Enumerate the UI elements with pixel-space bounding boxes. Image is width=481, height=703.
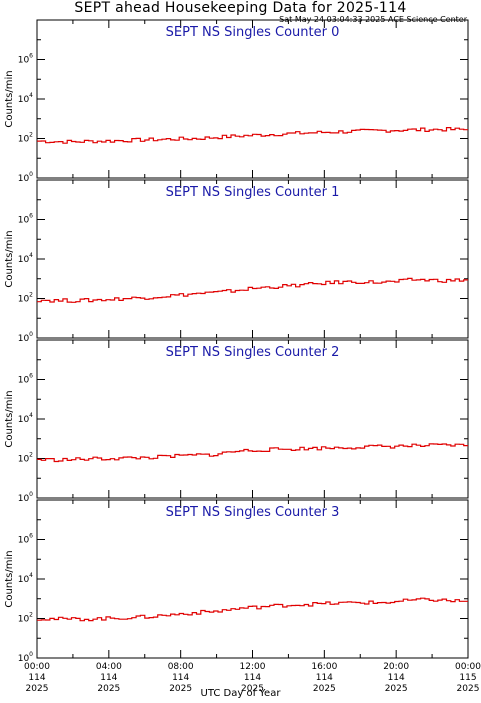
x-tick-label-year: 2025	[169, 684, 192, 694]
panel-title: SEPT NS Singles Counter 0	[166, 25, 340, 40]
y-tick-base: 10	[18, 295, 30, 305]
y-tick-base: 10	[18, 174, 30, 184]
x-tick-label-year: 2025	[241, 684, 264, 694]
y-tick-label: 102	[18, 132, 33, 145]
y-tick-base: 10	[18, 654, 30, 664]
x-tick-label-doy: 114	[316, 673, 333, 683]
y-tick-base: 10	[18, 575, 30, 585]
y-tick-label: 106	[18, 373, 33, 386]
panel-frame	[36, 499, 469, 659]
panel-title: SEPT NS Singles Counter 1	[166, 185, 340, 200]
y-tick-base: 10	[18, 376, 30, 386]
x-tick-label-year: 2025	[26, 684, 49, 694]
y-axis-title: Counts/min	[4, 390, 15, 447]
y-tick-exponent: 2	[29, 452, 33, 459]
y-tick-label: 100	[18, 491, 33, 504]
x-tick-label-time: 00:00	[24, 662, 50, 672]
x-tick-label-year: 2025	[313, 684, 336, 694]
y-axis-title: Counts/min	[4, 70, 15, 127]
y-tick-base: 10	[18, 615, 30, 625]
y-tick-base: 10	[18, 135, 30, 145]
panel-title: SEPT NS Singles Counter 3	[166, 505, 340, 520]
x-tick-label-doy: 114	[28, 673, 45, 683]
y-tick-label: 104	[18, 92, 33, 105]
x-tick-label-doy: 114	[172, 673, 189, 683]
y-tick-exponent: 6	[29, 213, 33, 220]
y-tick-label: 102	[18, 452, 33, 465]
y-axis-title: Counts/min	[4, 230, 15, 287]
chart-main-title: SEPT ahead Housekeeping Data for 2025-11…	[74, 0, 407, 16]
y-tick-base: 10	[18, 415, 30, 425]
x-tick-label-year: 2025	[457, 684, 480, 694]
x-tick-label-time: 04:00	[96, 662, 122, 672]
y-tick-exponent: 0	[29, 491, 33, 498]
y-tick-exponent: 0	[29, 651, 33, 658]
y-tick-exponent: 0	[29, 171, 33, 178]
x-axis-title: UTC Day of Year	[200, 688, 281, 699]
x-tick-label-year: 2025	[97, 684, 120, 694]
y-tick-base: 10	[18, 536, 30, 546]
y-tick-base: 10	[18, 455, 30, 465]
x-tick-label-doy: 114	[388, 673, 405, 683]
y-tick-label: 100	[18, 651, 33, 664]
y-axis-title: Counts/min	[4, 550, 15, 607]
y-tick-exponent: 6	[29, 53, 33, 60]
y-tick-exponent: 0	[29, 331, 33, 338]
y-tick-base: 10	[18, 95, 30, 105]
panel-frame	[36, 19, 469, 179]
y-tick-exponent: 6	[29, 373, 33, 380]
x-tick-label-time: 20:00	[383, 662, 409, 672]
y-tick-label: 104	[18, 252, 33, 265]
y-tick-label: 104	[18, 412, 33, 425]
x-tick-label-doy: 115	[459, 673, 476, 683]
counter-series-line	[37, 597, 468, 622]
y-tick-exponent: 4	[29, 412, 33, 419]
y-tick-exponent: 2	[29, 292, 33, 299]
y-tick-exponent: 2	[29, 612, 33, 619]
y-tick-exponent: 4	[29, 252, 33, 259]
x-tick-label-time: 00:00	[455, 662, 481, 672]
counter-series-line	[37, 277, 468, 303]
panel-title: SEPT NS Singles Counter 2	[166, 345, 340, 360]
y-tick-base: 10	[18, 494, 30, 504]
x-tick-label-doy: 114	[100, 673, 117, 683]
x-tick-label-year: 2025	[385, 684, 408, 694]
x-tick-label-time: 08:00	[168, 662, 194, 672]
y-tick-label: 100	[18, 171, 33, 184]
x-tick-label-time: 16:00	[311, 662, 337, 672]
counter-series-line	[37, 443, 468, 463]
counter-series-line	[37, 127, 468, 144]
x-tick-label-doy: 114	[244, 673, 261, 683]
x-tick-label-time: 12:00	[240, 662, 266, 672]
y-tick-base: 10	[18, 334, 30, 344]
y-tick-label: 106	[18, 53, 33, 66]
y-tick-exponent: 6	[29, 533, 33, 540]
y-tick-exponent: 2	[29, 132, 33, 139]
panel-frame	[36, 179, 469, 339]
y-tick-label: 104	[18, 572, 33, 585]
y-tick-exponent: 4	[29, 572, 33, 579]
y-tick-label: 106	[18, 213, 33, 226]
y-tick-label: 106	[18, 533, 33, 546]
y-tick-base: 10	[18, 216, 30, 226]
y-tick-exponent: 4	[29, 92, 33, 99]
panel-frame	[36, 339, 469, 499]
x-tick-labels: 00:00114202504:00114202508:00114202512:0…	[24, 662, 481, 694]
y-tick-label: 102	[18, 292, 33, 305]
y-tick-base: 10	[18, 255, 30, 265]
y-tick-label: 102	[18, 612, 33, 625]
y-tick-label: 100	[18, 331, 33, 344]
y-tick-base: 10	[18, 56, 30, 66]
